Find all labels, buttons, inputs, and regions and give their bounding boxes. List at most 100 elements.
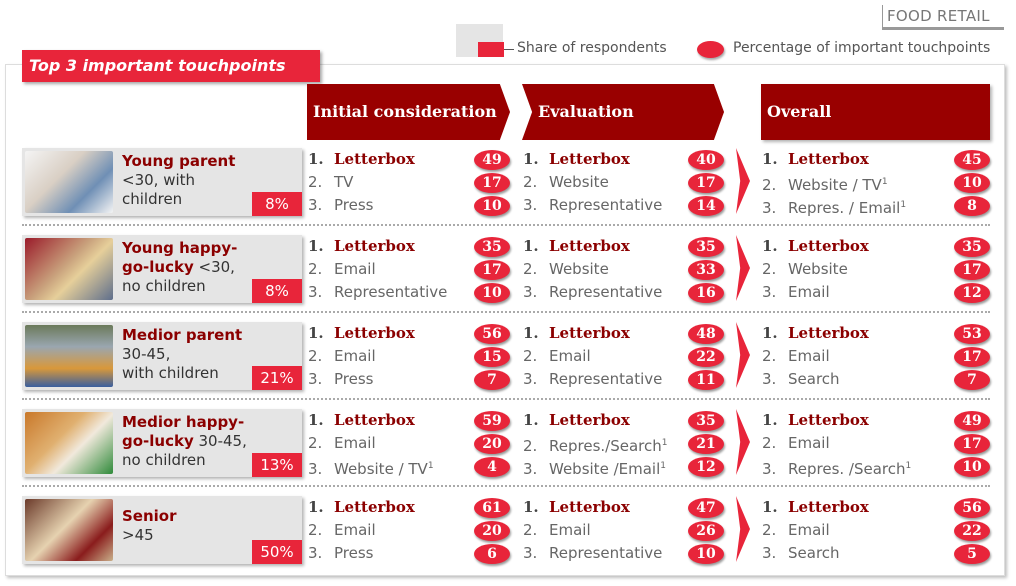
percentage-bubble: 10 (954, 457, 990, 477)
share-badge: 13% (252, 453, 302, 477)
touchpoint-list-overall: 1. Letterbox 35 2. Website 17 3. Email 12 (762, 235, 990, 304)
touchpoint-item: 2. Email 26 (523, 519, 724, 542)
rank-number: 2. (523, 521, 538, 539)
touchpoint-label: Email (334, 521, 376, 539)
touchpoint-item: 3. Representative 11 (523, 368, 724, 391)
touchpoint-item: 1. Letterbox 35 (523, 409, 724, 432)
touchpoint-item: 1. Letterbox 59 (308, 409, 510, 432)
segment-photo (25, 151, 113, 213)
touchpoint-label: Representative (549, 283, 663, 301)
touchpoint-item: 2. Email 22 (762, 519, 990, 542)
percentage-bubble: 45 (954, 150, 990, 170)
touchpoint-item: 3. Representative 10 (523, 542, 724, 565)
touchpoint-list-overall: 1. Letterbox 49 2. Email 17 3. Repres. /Search1… (762, 409, 990, 478)
segment-row: Medior parent 30-45, with children 21% 1. Let… (22, 322, 990, 394)
rank-number: 3. (762, 544, 777, 562)
percentage-bubble: 14 (688, 196, 724, 216)
touchpoint-label: Email (549, 521, 591, 539)
touchpoint-label: Letterbox (788, 498, 869, 516)
touchpoint-item: 1. Letterbox 49 (308, 148, 510, 171)
touchpoint-label: Search (788, 370, 840, 388)
touchpoint-list-evaluation: 1. Letterbox 47 2. Email 26 3. Representative 10 (523, 496, 724, 565)
percentage-bubble: 35 (688, 237, 724, 257)
percentage-bubble: 48 (688, 324, 724, 344)
percentage-bubble: 47 (688, 498, 724, 518)
percentage-bubble: 12 (954, 283, 990, 303)
rank-number: 3. (308, 370, 323, 388)
touchpoint-label: TV (334, 173, 354, 191)
percentage-bubble: 40 (688, 150, 724, 170)
segment-card: Senior >45 50% (22, 496, 302, 564)
footnote-marker: 1 (660, 461, 666, 471)
segment-row: Senior >45 50% 1. Letterbox 61 2. Email 20 3. Pres… (22, 496, 990, 568)
touchpoint-item: 3. Press 10 (308, 194, 510, 217)
percentage-bubble: 53 (954, 324, 990, 344)
rank-number: 3. (308, 544, 323, 562)
page-title: Top 3 important touchpoints (22, 50, 320, 82)
touchpoint-item: 1. Letterbox 53 (762, 322, 990, 345)
segment-title: Medior happy-go-lucky 30-45, no children (122, 413, 247, 469)
percentage-bubble: 10 (954, 173, 990, 193)
touchpoint-label: Letterbox (788, 237, 869, 255)
chevron-arrow-icon (736, 322, 750, 388)
phase-initial-consideration: Initial consideration (307, 84, 510, 140)
rank-number: 3. (523, 283, 538, 301)
touchpoint-item: 1. Letterbox 61 (308, 496, 510, 519)
rank-number: 2. (308, 260, 323, 278)
percentage-bubble: 12 (688, 457, 724, 477)
touchpoint-item: 3. Repres. /Search1 10 (762, 455, 990, 478)
rank-number: 2. (762, 347, 777, 365)
touchpoint-item: 1. Letterbox 35 (762, 235, 990, 258)
touchpoint-label: Letterbox (549, 324, 630, 342)
rank-number: 1. (523, 498, 539, 516)
touchpoint-label: Letterbox (334, 498, 415, 516)
phase-evaluation: Evaluation (522, 84, 724, 140)
percentage-bubble: 10 (688, 544, 724, 564)
touchpoint-label: Search (788, 544, 840, 562)
percentage-bubble: 10 (474, 283, 510, 303)
percentage-bubble: 15 (474, 347, 510, 367)
percentage-bubble: 7 (954, 370, 990, 390)
footnote-marker: 1 (900, 200, 907, 210)
segment-photo (25, 412, 113, 474)
rank-number: 2. (762, 260, 777, 278)
touchpoint-label: Letterbox (549, 150, 630, 168)
touchpoint-item: 3. Website /Email1 12 (523, 455, 724, 478)
rank-number: 3. (308, 460, 323, 478)
segment-card: Medior happy-go-lucky 30-45, no children 1… (22, 409, 302, 477)
touchpoint-list-overall: 1. Letterbox 56 2. Email 22 3. Search 5 (762, 496, 990, 565)
segment-title: Young happy-go-lucky <30, no children (122, 239, 238, 295)
percentage-bubble: 20 (474, 434, 510, 454)
rank-number: 3. (308, 196, 323, 214)
touchpoint-item: 2. Email 17 (308, 258, 510, 281)
touchpoint-label: Letterbox (549, 498, 630, 516)
touchpoint-label: Letterbox (788, 150, 869, 168)
touchpoint-item: 2. Email 17 (762, 345, 990, 368)
touchpoint-item: 1. Letterbox 35 (308, 235, 510, 258)
touchpoint-item: 1. Letterbox 40 (523, 148, 724, 171)
chevron-arrow-icon (736, 496, 750, 562)
touchpoint-item: 3. Search 5 (762, 542, 990, 565)
percentage-bubble: 7 (474, 370, 510, 390)
row-divider (22, 398, 990, 400)
percentage-bubble: 17 (954, 260, 990, 280)
touchpoint-list-initial: 1. Letterbox 49 2. TV 17 3. Press 10 (308, 148, 510, 217)
rank-number: 1. (308, 498, 324, 516)
percentage-bubble: 49 (954, 411, 990, 431)
touchpoint-label: Email (334, 260, 376, 278)
chevron-arrow-icon (736, 235, 750, 301)
segment-photo (25, 238, 113, 300)
rank-number: 1. (523, 411, 539, 429)
touchpoint-label: Letterbox (549, 411, 630, 429)
percentage-bubble: 20 (474, 521, 510, 541)
touchpoint-item: 2. Website 17 (762, 258, 990, 281)
ellipse-icon (697, 41, 724, 58)
footnote-marker: 1 (661, 438, 668, 448)
touchpoint-item: 3. Repres. / Email1 8 (762, 194, 990, 217)
rank-number: 3. (523, 370, 538, 388)
touchpoint-label: Website (549, 260, 609, 278)
touchpoint-list-initial: 1. Letterbox 61 2. Email 20 3. Press 6 (308, 496, 510, 565)
phase-overall: Overall (761, 84, 990, 140)
touchpoint-list-initial: 1. Letterbox 59 2. Email 20 3. Website / TV1 4 (308, 409, 510, 478)
touchpoint-item: 2. Email 17 (762, 432, 990, 455)
